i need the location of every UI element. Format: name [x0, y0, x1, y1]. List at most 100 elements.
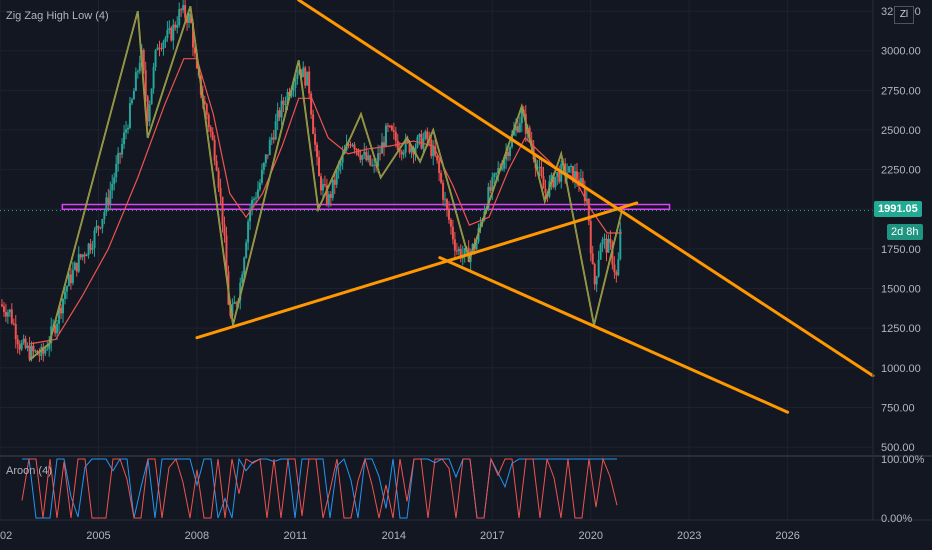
candle-body — [62, 298, 65, 314]
candle-body — [115, 163, 118, 178]
candle-body — [91, 247, 94, 250]
candle-body — [475, 241, 478, 250]
candle-body — [459, 248, 462, 259]
candle-body — [426, 131, 429, 140]
candle-body — [156, 47, 159, 51]
candle-body — [603, 238, 606, 240]
candle-body — [512, 130, 515, 136]
candle-body — [394, 131, 397, 141]
candle-body — [339, 162, 342, 167]
candle-body — [335, 171, 338, 185]
candle-body — [430, 139, 433, 157]
candle-body — [514, 126, 517, 131]
candle-body — [8, 309, 11, 313]
candle-body — [312, 114, 315, 134]
candle-body — [178, 9, 181, 25]
candle-body — [152, 67, 155, 89]
candle-body — [613, 264, 616, 273]
candle-body — [331, 179, 334, 198]
aroon-tick-label: 100.00% — [881, 454, 925, 466]
candle-body — [243, 257, 246, 275]
candle-body — [583, 186, 586, 202]
candle-body — [617, 259, 620, 276]
candle-body — [382, 142, 385, 147]
aroon-title[interactable]: Aroon (4) — [6, 465, 52, 477]
candle-body — [30, 345, 33, 360]
candle-body — [318, 157, 321, 177]
candle-body — [109, 190, 112, 205]
candle-body — [337, 166, 340, 172]
candle-body — [585, 198, 588, 202]
candle-body — [294, 78, 297, 88]
candle-body — [239, 282, 242, 301]
candle-body — [46, 348, 49, 350]
candle-body — [570, 165, 573, 167]
candle-body — [353, 144, 356, 150]
candle-body — [290, 91, 293, 96]
candle-body — [554, 176, 557, 188]
candle-body — [286, 91, 289, 105]
y-tick-label: 1750.00 — [881, 244, 921, 256]
candle-body — [34, 350, 37, 352]
x-tick-label: 2026 — [775, 530, 799, 542]
candle-body — [101, 219, 104, 228]
candle-body — [359, 155, 362, 160]
candle-body — [172, 24, 175, 41]
candle-body — [605, 238, 608, 253]
candle-body — [58, 307, 61, 324]
candle-body — [507, 151, 510, 157]
zigzag-shadow — [29, 6, 623, 361]
candle-body — [495, 172, 498, 174]
candle-body — [48, 343, 51, 349]
candle-body — [272, 137, 275, 140]
candle-body — [12, 323, 15, 325]
candle-body — [89, 243, 92, 250]
candle-body — [262, 163, 265, 171]
candle-body — [54, 325, 57, 334]
candle-body — [599, 244, 602, 260]
candle-body — [126, 127, 129, 130]
candle-body — [180, 9, 183, 11]
candle-body — [217, 170, 220, 188]
candle-body — [44, 349, 47, 354]
candle-body — [351, 144, 354, 146]
candle-body — [79, 254, 82, 258]
upper-resistance-trendline — [297, 0, 875, 378]
candle-body — [182, 5, 185, 11]
candle-body — [349, 144, 352, 146]
candle-body — [377, 153, 380, 167]
candle-body — [296, 74, 299, 79]
candle-body — [611, 242, 614, 265]
candle-body — [276, 110, 279, 122]
candle-body — [146, 96, 149, 122]
y-tick-label: 2750.00 — [881, 85, 921, 97]
candle-body — [280, 100, 283, 118]
scale-mode-button[interactable]: Zl — [894, 6, 914, 24]
candle-body — [449, 219, 452, 227]
candle-body — [575, 171, 578, 180]
candle-body — [121, 144, 124, 155]
candle-body — [258, 182, 261, 190]
candle-body — [310, 93, 313, 115]
candle-body — [402, 152, 405, 155]
candle-body — [442, 182, 445, 200]
candle-body — [325, 185, 328, 204]
candle-body — [609, 238, 612, 243]
candle-body — [60, 307, 63, 314]
candle-body — [164, 38, 167, 42]
candle-body — [209, 126, 212, 132]
candle-body — [284, 104, 287, 106]
candle-body — [119, 153, 122, 155]
candle-body — [589, 221, 592, 254]
candle-body — [205, 104, 208, 115]
x-tick-label: 2002 — [0, 530, 12, 542]
candle-body — [123, 132, 126, 145]
candle-body — [20, 342, 23, 350]
candle-body — [505, 151, 508, 160]
candle-body — [24, 338, 27, 348]
candle-body — [170, 27, 173, 41]
candle-body — [186, 17, 189, 23]
candle-body — [381, 142, 384, 154]
indicator-title[interactable]: Zig Zag High Low (4) — [6, 10, 109, 22]
